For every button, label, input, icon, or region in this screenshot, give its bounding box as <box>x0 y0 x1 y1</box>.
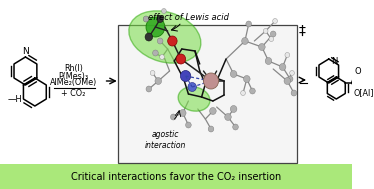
Text: Rh(I): Rh(I) <box>64 64 83 74</box>
Text: AlMe₂(OMe): AlMe₂(OMe) <box>50 78 97 88</box>
Circle shape <box>273 19 278 23</box>
Text: Critical interactions favor the CO₂ insertion: Critical interactions favor the CO₂ inse… <box>71 172 281 182</box>
Circle shape <box>285 53 290 57</box>
Circle shape <box>171 114 176 120</box>
Circle shape <box>279 64 286 70</box>
Circle shape <box>157 15 163 22</box>
Bar <box>118 25 297 163</box>
Circle shape <box>291 90 297 96</box>
Text: O[Al]: O[Al] <box>354 88 374 98</box>
Ellipse shape <box>178 87 210 111</box>
Text: ‡: ‡ <box>298 24 306 38</box>
Circle shape <box>180 70 191 81</box>
Circle shape <box>284 77 291 84</box>
Circle shape <box>160 54 165 60</box>
Circle shape <box>188 83 196 91</box>
Text: effect of Lewis acid: effect of Lewis acid <box>148 12 229 22</box>
Ellipse shape <box>129 11 201 63</box>
Text: N: N <box>22 47 29 57</box>
Circle shape <box>230 105 237 112</box>
Text: agostic
interaction: agostic interaction <box>145 130 187 150</box>
Circle shape <box>246 21 252 27</box>
Circle shape <box>290 70 294 75</box>
Circle shape <box>208 126 214 132</box>
Circle shape <box>176 54 186 64</box>
Circle shape <box>242 37 248 44</box>
Circle shape <box>241 91 245 95</box>
Circle shape <box>155 77 162 84</box>
Circle shape <box>233 124 238 130</box>
Circle shape <box>263 29 268 33</box>
Circle shape <box>249 88 255 94</box>
Circle shape <box>225 114 231 121</box>
Circle shape <box>265 57 272 64</box>
Text: N: N <box>332 57 338 66</box>
Circle shape <box>180 109 186 116</box>
Circle shape <box>162 9 166 13</box>
Circle shape <box>287 76 293 82</box>
Circle shape <box>270 31 276 37</box>
Bar <box>0 164 352 189</box>
Circle shape <box>243 75 250 83</box>
Text: P(Mes)₃: P(Mes)₃ <box>58 71 89 81</box>
Circle shape <box>230 70 237 77</box>
Circle shape <box>258 43 265 50</box>
Text: —H: —H <box>8 94 22 104</box>
Circle shape <box>146 86 152 92</box>
Circle shape <box>203 73 218 89</box>
Text: + CO₂: + CO₂ <box>61 90 86 98</box>
Circle shape <box>157 38 163 44</box>
Text: O: O <box>355 67 361 75</box>
Circle shape <box>146 17 165 37</box>
Circle shape <box>145 33 153 41</box>
Circle shape <box>269 36 274 42</box>
Circle shape <box>153 50 158 56</box>
Circle shape <box>143 16 149 22</box>
Circle shape <box>186 122 191 128</box>
Circle shape <box>209 108 216 115</box>
Circle shape <box>168 36 177 46</box>
Circle shape <box>150 70 155 75</box>
